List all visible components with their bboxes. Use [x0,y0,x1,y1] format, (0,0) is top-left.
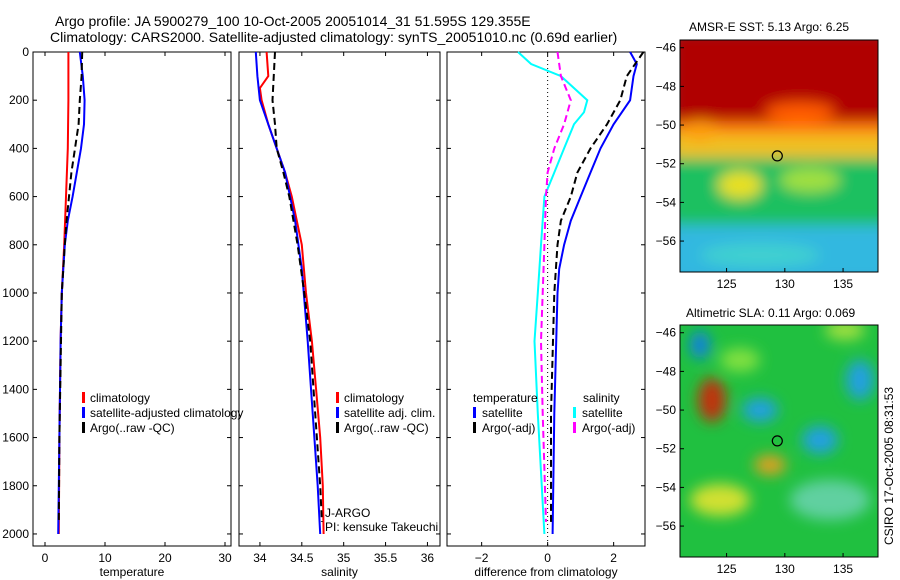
x-tick-label: 20 [158,551,172,565]
legend-swatch [336,422,339,433]
x-tick-label: 130 [775,277,795,291]
x-tick-label: 34 [253,551,267,565]
series-salinity-argo-adj- [539,51,572,522]
timestamp-vertical: CSIRO 17-Oct-2005 08:31:53 [882,386,896,545]
axes-frame [238,51,441,547]
sla-map [680,325,878,557]
x-tick-label: 10 [98,551,112,565]
x-tick-label: 130 [775,562,795,576]
y-tick-label: 800 [9,238,29,252]
x-tick-label: 35.5 [374,551,398,565]
legend-swatch [82,422,85,433]
y-tick-label: −46 [656,41,677,55]
y-tick-label: −50 [656,403,677,417]
x-tick-label: 34.5 [290,551,314,565]
y-tick-label: 2000 [2,527,29,541]
y-tick-label: 600 [9,190,29,204]
map-axes-sst: 125 130 135 −46 −48 −50 −52 −54 −56 [656,39,879,291]
legend-group-title: salinity [583,391,620,405]
legend-label: Argo(-adj) [582,421,635,435]
legend-label: climatology [90,391,150,405]
legend-label: satellite [482,406,523,420]
figure-title-line2: Climatology: CARS2000. Satellite-adjuste… [50,29,618,45]
legend-swatch [473,407,476,418]
x-tick-label: 125 [717,562,737,576]
sst-map-title: AMSR-E SST: 5.13 Argo: 6.25 [689,20,850,34]
y-tick-label: −48 [656,79,677,93]
series-temperature-satellite [551,51,638,535]
series-climatology [57,52,70,535]
y-tick-label: −54 [656,195,677,209]
map-axes-sla: 125 130 135 −46 −48 −50 −52 −54 −56 [656,324,879,576]
series-temperature-argo-adj- [550,51,645,522]
legend-label: Argo(-adj) [482,421,535,435]
x-axis-label: temperature [100,565,165,579]
y-tick-label: 1800 [2,479,29,493]
map-frame [679,39,879,273]
x-tick-label: 135 [833,562,853,576]
legend-swatch [473,422,476,433]
y-tick-label: −48 [656,364,677,378]
legend-swatch [336,392,339,403]
series-salinity-satellite [517,51,589,535]
x-tick-label: 2 [610,551,617,565]
series-climatology [258,51,325,535]
y-tick-label: 1600 [2,431,29,445]
x-tick-label: 35 [337,551,351,565]
legend-label: satellite-adjusted climatology [90,406,243,420]
legend-label: Argo(..raw -QC) [344,421,429,435]
x-tick-label: 125 [717,277,737,291]
legend-label: Argo(..raw -QC) [90,421,175,435]
x-tick-label: −2 [475,551,489,565]
axes-frame [446,51,646,547]
series-satellite-adj-clim- [254,51,322,535]
sst-map [680,40,878,272]
y-tick-label: 200 [9,93,29,107]
legend-swatch [573,422,576,433]
y-tick-label: −50 [656,118,677,132]
x-tick-label: 0 [544,551,551,565]
y-tick-label: −56 [656,519,677,533]
sla-map-title: Altimetric SLA: 0.11 Argo: 0.069 [686,306,856,320]
y-tick-label: −52 [656,157,677,171]
panel-salinity: 34 34.5 35 35.5 36 salinity climatologysatelli… [238,51,441,579]
x-tick-label: 135 [833,277,853,291]
y-tick-label: 0 [22,45,29,59]
float-pi: PI: kensuke Takeuchi [325,520,439,534]
panel-temperature: 0 10 20 30 0 200 400 600 800 1000 1200 1400 1600 1800… [2,45,243,579]
y-tick-label: −46 [656,326,677,340]
y-tick-label: −56 [656,234,677,248]
legend-group-title: temperature [473,391,538,405]
map-frame [679,324,879,558]
y-tick-label: 1000 [2,286,29,300]
x-tick-label: 0 [42,551,49,565]
legend-label: climatology [344,391,404,405]
series-argo-raw-qc- [271,51,323,522]
legend-swatch [336,407,339,418]
argo-location-marker [771,150,783,162]
legend-swatch [82,392,85,403]
legend-swatch [82,407,85,418]
y-tick-label: 1200 [2,334,29,348]
figure-title-line1: Argo profile: JA 5900279_100 10-Oct-2005… [55,13,531,29]
y-tick-label: −52 [656,442,677,456]
legend-label: satellite [582,406,623,420]
x-axis-label: difference from climatology [474,565,617,579]
y-tick-label: 400 [9,141,29,155]
float-program: J-ARGO [325,506,371,520]
x-axis-label: salinity [321,565,358,579]
argo-location-marker [771,435,783,447]
axes-frame [32,51,232,547]
series-argo-raw-qc- [57,51,84,522]
y-tick-label: 1400 [2,382,29,396]
legend-label: satellite adj. clim. [344,406,435,420]
y-tick-label: −54 [656,480,677,494]
x-tick-label: 36 [421,551,435,565]
legend-swatch [573,407,576,418]
x-tick-label: 30 [218,551,232,565]
